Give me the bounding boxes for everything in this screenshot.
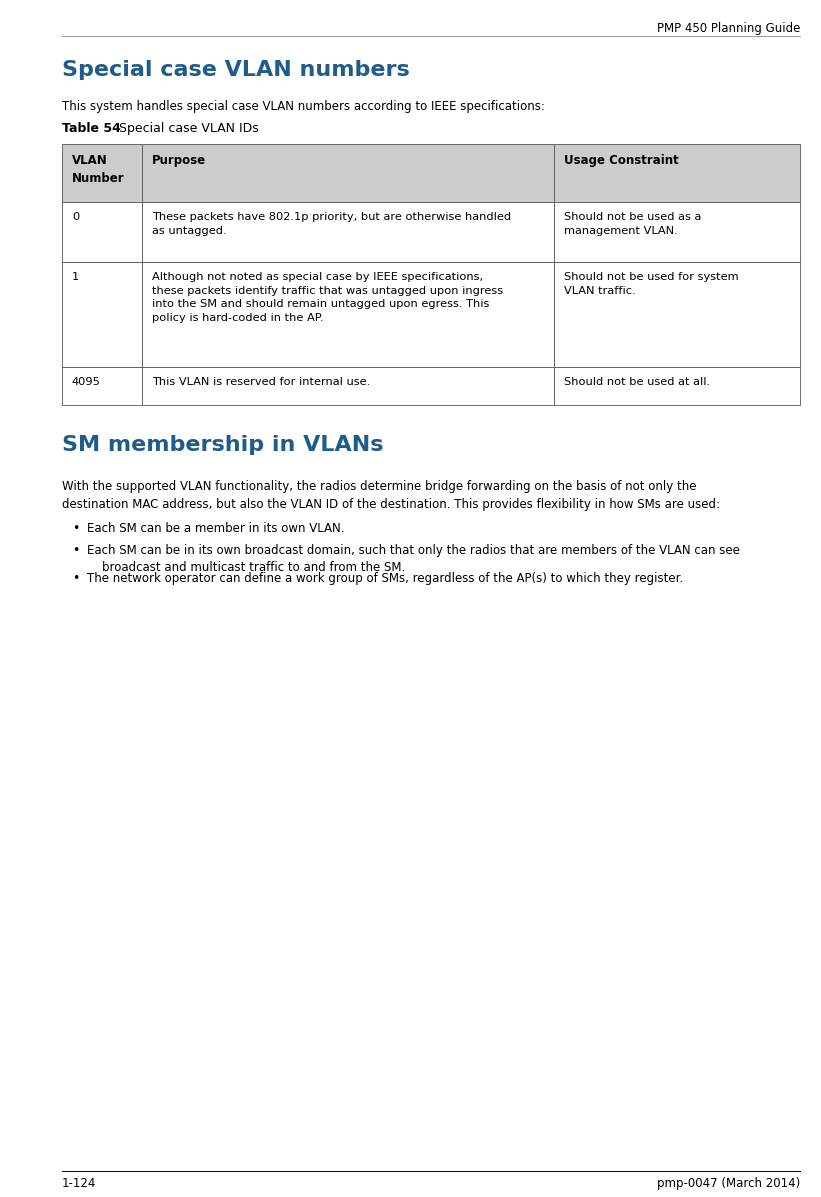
Text: 4095: 4095 xyxy=(72,377,101,387)
Text: Should not be used for system
VLAN traffic.: Should not be used for system VLAN traff… xyxy=(563,272,738,296)
Text: Should not be used as a
management VLAN.: Should not be used as a management VLAN. xyxy=(563,212,701,236)
Bar xyxy=(62,367,142,405)
Bar xyxy=(553,262,800,367)
Text: destination MAC address, but also the VLAN ID of the destination. This provides : destination MAC address, but also the VL… xyxy=(62,498,720,511)
Text: With the supported VLAN functionality, the radios determine bridge forwarding on: With the supported VLAN functionality, t… xyxy=(62,480,696,493)
Bar xyxy=(142,262,553,367)
Text: Table 54: Table 54 xyxy=(62,122,121,135)
Text: SM membership in VLANs: SM membership in VLANs xyxy=(62,435,383,455)
Text: Special case VLAN IDs: Special case VLAN IDs xyxy=(115,122,259,135)
Bar xyxy=(62,144,142,202)
Bar xyxy=(142,144,553,202)
Text: •: • xyxy=(72,522,80,535)
Text: This system handles special case VLAN numbers according to IEEE specifications:: This system handles special case VLAN nu… xyxy=(62,101,545,113)
Text: Each SM can be a member in its own VLAN.: Each SM can be a member in its own VLAN. xyxy=(87,522,345,535)
Text: Purpose: Purpose xyxy=(152,154,206,168)
Text: VLAN
Number: VLAN Number xyxy=(72,154,125,184)
Bar xyxy=(62,262,142,367)
Text: Special case VLAN numbers: Special case VLAN numbers xyxy=(62,60,410,80)
Bar xyxy=(553,144,800,202)
Text: •: • xyxy=(72,543,80,557)
Text: PMP 450 Planning Guide: PMP 450 Planning Guide xyxy=(657,22,800,35)
Text: This VLAN is reserved for internal use.: This VLAN is reserved for internal use. xyxy=(152,377,370,387)
Text: Each SM can be in its own broadcast domain, such that only the radios that are m: Each SM can be in its own broadcast doma… xyxy=(87,543,740,575)
Text: Usage Constraint: Usage Constraint xyxy=(563,154,678,168)
Bar xyxy=(142,367,553,405)
Text: 1-124: 1-124 xyxy=(62,1177,96,1190)
Text: The network operator can define a work group of SMs, regardless of the AP(s) to : The network operator can define a work g… xyxy=(87,572,683,585)
Text: 0: 0 xyxy=(72,212,80,221)
Text: These packets have 802.1p priority, but are otherwise handled
as untagged.: These packets have 802.1p priority, but … xyxy=(152,212,511,236)
Text: Although not noted as special case by IEEE specifications,
these packets identif: Although not noted as special case by IE… xyxy=(152,272,502,323)
Bar xyxy=(62,202,142,262)
Bar xyxy=(553,202,800,262)
Text: Should not be used at all.: Should not be used at all. xyxy=(563,377,709,387)
Text: pmp-0047 (March 2014): pmp-0047 (March 2014) xyxy=(657,1177,800,1190)
Bar xyxy=(553,367,800,405)
Text: •: • xyxy=(72,572,80,585)
Text: 1: 1 xyxy=(72,272,80,282)
Bar xyxy=(142,202,553,262)
